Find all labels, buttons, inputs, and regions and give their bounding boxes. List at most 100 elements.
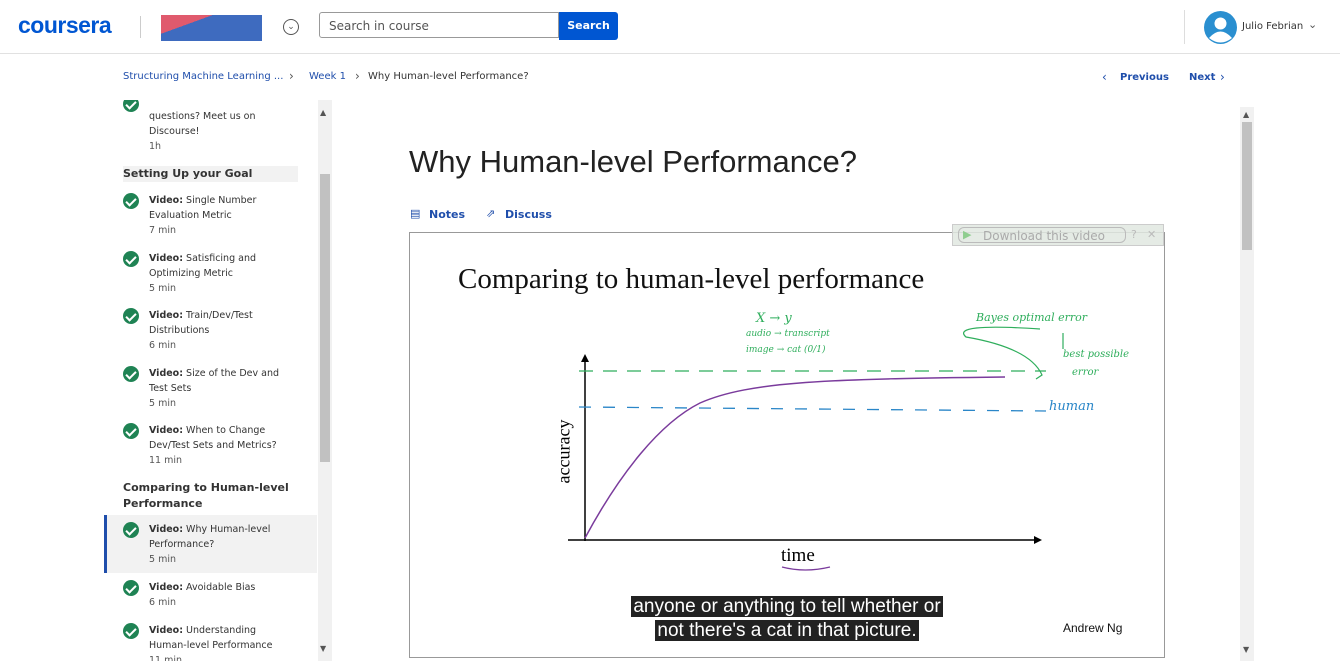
item-title: Video: Size of the Dev and Test Sets: [149, 366, 289, 396]
item-prefix: Video:: [149, 625, 184, 636]
sidebar: ▲ ▼: [104, 100, 332, 661]
check-icon: [123, 366, 139, 382]
course-dropdown[interactable]: ⌄: [283, 19, 299, 35]
item-duration: 5 min: [149, 283, 176, 294]
scrollbar-thumb[interactable]: [320, 174, 330, 462]
sidebar-item[interactable]: Video: Satisficing and Optimizing Metric…: [123, 251, 298, 297]
item-name: Size of the Dev and Test Sets: [149, 368, 280, 394]
item-prefix: Video:: [149, 195, 184, 206]
item-prefix: Video:: [149, 310, 184, 321]
annotation: audio → transcript: [746, 329, 830, 339]
download-button[interactable]: Download this video: [958, 227, 1126, 243]
item-duration: 11 min: [149, 455, 183, 466]
discuss-icon[interactable]: ⇗: [486, 207, 496, 220]
breadcrumb-link[interactable]: Structuring Machine Learning ...: [123, 71, 284, 82]
item-name: Why Human-level Performance?: [149, 524, 271, 550]
discuss-link[interactable]: Discuss: [505, 208, 552, 221]
sidebar-item[interactable]: Video: Single Number Evaluation Metric 7 …: [123, 193, 298, 239]
caption-line: anyone or anything to tell whether or: [631, 596, 943, 617]
item-title: questions? Meet us on Discourse!: [149, 111, 256, 137]
check-icon: [123, 423, 139, 439]
item-title: Video: Why Human-level Performance?: [149, 522, 289, 552]
next-icon[interactable]: ›: [1220, 70, 1225, 84]
user-menu-icon[interactable]: ⌄: [1308, 18, 1318, 31]
x-axis-label: time: [781, 545, 815, 566]
annotation: error: [1072, 367, 1099, 378]
section-title: Comparing to Human-level Performance: [123, 481, 289, 510]
arrow: [581, 354, 589, 362]
annotation: X → y: [756, 311, 792, 326]
item-prefix: Video:: [149, 582, 184, 593]
item-duration: 5 min: [149, 554, 176, 565]
close-icon[interactable]: ✕: [1147, 228, 1157, 241]
download-bar: Download this video ▶ ? ✕: [952, 224, 1164, 246]
annotation-arrow: [963, 326, 1043, 380]
scroll-up[interactable]: ▲: [1243, 110, 1250, 119]
arrow: [1034, 536, 1042, 544]
download-icon: ▶: [963, 228, 972, 241]
item-duration: 1h: [149, 141, 162, 152]
author: Andrew Ng: [1063, 621, 1123, 635]
slide-title: Comparing to human-level performance: [458, 263, 925, 295]
breadcrumb-link[interactable]: Week 1: [309, 71, 346, 82]
annotation: best possible: [1063, 349, 1130, 360]
user-name[interactable]: Julio Febrian: [1242, 21, 1304, 32]
divider: [140, 16, 141, 38]
item-title: Video: When to Change Dev/Test Sets and …: [149, 423, 289, 453]
item-prefix: Video:: [149, 524, 184, 535]
scroll-up[interactable]: ▲: [320, 108, 327, 117]
sidebar-item[interactable]: Video: Understanding Human-level Perform…: [123, 623, 298, 661]
item-prefix: Video:: [149, 368, 184, 379]
item-name: Understanding Human-level Performance: [149, 625, 273, 651]
lecture-title: Why Human-level Performance?: [409, 144, 857, 179]
search-button[interactable]: Search: [559, 12, 618, 40]
item-prefix: Video:: [149, 253, 184, 264]
item-name: When to Change Dev/Test Sets and Metrics…: [149, 425, 277, 451]
annotation: human: [1049, 399, 1095, 414]
human-line: [578, 406, 1047, 412]
avatar[interactable]: [1204, 11, 1237, 44]
item-duration: 6 min: [149, 340, 176, 351]
video-player[interactable]: Comparing to human-level performance acc…: [409, 232, 1165, 658]
logo[interactable]: coursera: [18, 12, 112, 38]
notes-icon[interactable]: ▤: [410, 207, 421, 220]
item-title: Video: Avoidable Bias: [149, 580, 289, 595]
scroll-down[interactable]: ▼: [1243, 645, 1250, 654]
notes-link[interactable]: Notes: [429, 208, 466, 221]
item-title: Video: Single Number Evaluation Metric: [149, 193, 289, 223]
check-icon: [123, 251, 139, 267]
item-duration: 7 min: [149, 225, 176, 236]
section-title: Setting Up your Goal: [123, 166, 298, 182]
item-name: Satisficing and Optimizing Metric: [149, 253, 257, 279]
check-icon: [123, 623, 139, 639]
y-axis-label: accuracy: [553, 419, 574, 484]
sidebar-item[interactable]: Video: Why Human-level Performance? 5 min: [123, 522, 298, 568]
accuracy-curve: [584, 376, 1006, 539]
sidebar-item[interactable]: Video: Train/Dev/Test Distributions 6 min: [123, 308, 298, 354]
next-link[interactable]: Next: [1189, 72, 1216, 83]
check-icon: [123, 100, 139, 112]
sidebar-item[interactable]: questions? Meet us on Discourse! 1h: [123, 100, 298, 152]
course-thumbnail[interactable]: [161, 15, 262, 41]
previous-link[interactable]: Previous: [1120, 72, 1169, 83]
previous-icon[interactable]: ‹: [1102, 70, 1107, 84]
scroll-down[interactable]: ▼: [320, 644, 327, 653]
search-input[interactable]: Search in course: [319, 12, 559, 38]
breadcrumb-separator: ›: [289, 69, 294, 83]
sidebar-item[interactable]: Video: Avoidable Bias 6 min: [123, 580, 298, 611]
item-name: Avoidable Bias: [186, 582, 256, 593]
annotation: Bayes optimal error: [976, 311, 1088, 324]
caption-line: not there's a cat in that picture.: [655, 620, 919, 641]
active-item-highlight: [104, 515, 317, 573]
breadcrumb-separator: ›: [355, 69, 360, 83]
item-name: Train/Dev/Test Distributions: [149, 310, 253, 336]
item-duration: 5 min: [149, 398, 176, 409]
sidebar-item[interactable]: Video: Size of the Dev and Test Sets 5 mi…: [123, 366, 298, 412]
sidebar-item[interactable]: Video: When to Change Dev/Test Sets and …: [123, 423, 298, 469]
check-icon: [123, 193, 139, 209]
main-scrollbar-thumb[interactable]: [1242, 122, 1252, 250]
help-icon[interactable]: ?: [1131, 228, 1137, 241]
item-duration: 11 min: [149, 655, 183, 661]
item-prefix: Video:: [149, 425, 184, 436]
